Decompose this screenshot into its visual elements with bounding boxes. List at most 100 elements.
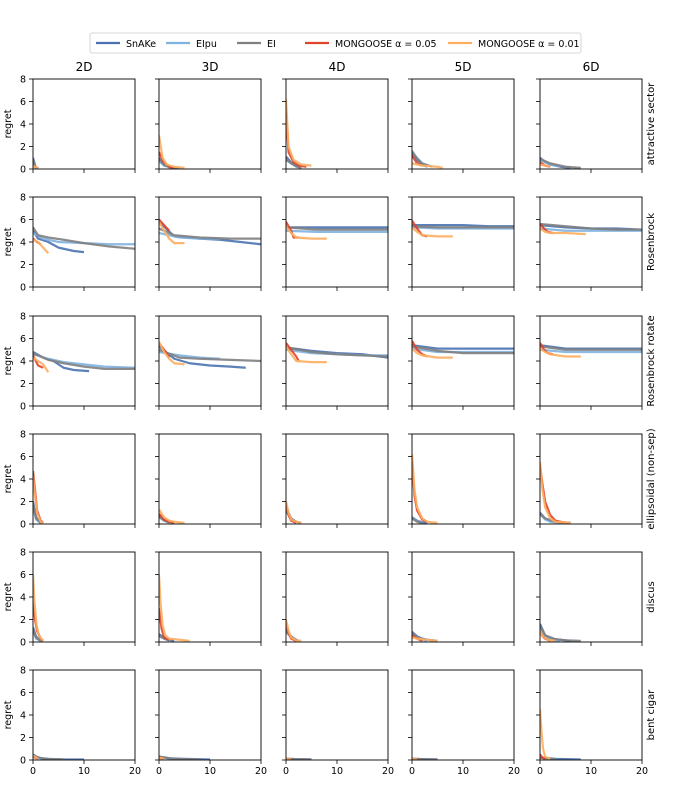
plot-frame <box>539 78 643 170</box>
series-line <box>159 341 185 366</box>
series-line <box>33 629 42 642</box>
series-line <box>286 757 292 760</box>
series-group <box>540 709 581 760</box>
panel <box>282 315 389 410</box>
series-group <box>159 135 185 169</box>
series-group <box>33 574 45 642</box>
y-tick-label: 8 <box>20 193 26 204</box>
series-line <box>286 99 312 167</box>
series-line <box>159 755 200 760</box>
series-line <box>540 348 642 354</box>
y-tick-label: 6 <box>20 215 26 226</box>
series-line <box>540 709 551 760</box>
y-tick-label: 6 <box>20 334 26 345</box>
row-label: bent cigar <box>646 689 657 741</box>
series-line <box>412 347 453 359</box>
panel: 0 2 4 6 8 regret <box>3 548 136 649</box>
series-group <box>159 341 261 369</box>
y-axis-label: regret <box>3 582 14 611</box>
series-line <box>286 158 302 169</box>
series-line <box>412 162 443 169</box>
y-tick-label: 8 <box>20 75 26 86</box>
plot-frame <box>285 196 389 288</box>
plot-frame <box>411 433 515 525</box>
series-line <box>412 344 514 350</box>
series-group <box>540 222 642 236</box>
plot-frame <box>539 196 643 288</box>
y-tick-label: 6 <box>20 452 26 463</box>
y-tick-label: 8 <box>20 548 26 559</box>
row-label: ellipsoidal (non-sep) <box>646 428 657 529</box>
y-axis-label: regret <box>3 227 14 256</box>
series-group <box>33 226 135 254</box>
panel <box>282 78 389 173</box>
plot-frame <box>285 669 389 761</box>
series-group <box>286 342 388 364</box>
plot-frame <box>411 78 515 170</box>
y-tick-label: 4 <box>20 475 26 486</box>
series-line <box>286 345 327 364</box>
plot-frame <box>539 551 643 643</box>
x-tick-label: 20 <box>508 766 520 777</box>
y-tick-label: 0 <box>20 165 26 176</box>
series-line <box>412 347 514 354</box>
x-tick-label: 0 <box>30 766 36 777</box>
plot-frame <box>158 78 262 170</box>
series-line <box>159 135 185 169</box>
y-tick-label: 0 <box>20 638 26 649</box>
column-title-4d: 4D <box>329 60 346 74</box>
panel <box>282 551 389 646</box>
plot-frame <box>158 669 262 761</box>
series-line <box>412 345 514 355</box>
series-line <box>159 221 185 245</box>
series-group <box>412 454 438 524</box>
y-axis-label: regret <box>3 109 14 138</box>
series-line <box>540 227 642 232</box>
series-group <box>412 150 443 169</box>
plot-frame <box>32 551 136 643</box>
plot-frame <box>32 78 136 170</box>
series-line <box>159 756 165 760</box>
legend-label: EI <box>267 39 276 50</box>
series-line <box>540 625 581 642</box>
row-label: Rosenbrock rotate <box>646 315 657 406</box>
panel <box>282 433 389 528</box>
panel-grid: 0 2 4 6 8 regret 0 2 4 6 8 regret 0 2 4 6 8 regret 0 2 4 6 8 re… <box>3 75 648 778</box>
panel: 0 2 4 6 8 regret <box>3 312 136 413</box>
series-line <box>159 608 170 641</box>
series-line <box>540 344 642 350</box>
series-line <box>33 476 44 524</box>
y-tick-label: 0 <box>20 756 26 767</box>
series-line <box>33 238 50 254</box>
row-label: Rosenbrock <box>646 213 657 271</box>
plot-frame <box>285 433 389 525</box>
series-group <box>286 757 312 760</box>
series-line <box>33 164 39 169</box>
y-tick-label: 8 <box>20 312 26 323</box>
series-line <box>286 619 302 642</box>
x-tick-label: 10 <box>585 766 597 777</box>
series-group <box>286 619 302 642</box>
plot-frame <box>539 315 643 407</box>
y-tick-label: 0 <box>20 402 26 413</box>
series-group <box>33 471 44 524</box>
panel <box>408 196 515 291</box>
x-tick-label: 0 <box>283 766 289 777</box>
series-line <box>286 225 327 240</box>
y-tick-label: 8 <box>20 430 26 441</box>
y-tick-label: 8 <box>20 666 26 677</box>
series-line <box>159 508 185 524</box>
row-labels: attractive sector Rosenbrock Rosenbrock ro… <box>646 82 657 741</box>
series-line <box>33 226 135 250</box>
series-group <box>159 755 211 760</box>
series-line <box>412 224 514 228</box>
x-tick-label: 10 <box>204 766 216 777</box>
series-line <box>159 345 246 369</box>
series-line <box>33 503 42 524</box>
plot-frame <box>411 669 515 761</box>
series-group <box>33 157 39 169</box>
y-tick-label: 4 <box>20 593 26 604</box>
y-tick-label: 4 <box>20 711 26 722</box>
series-line <box>286 501 302 524</box>
